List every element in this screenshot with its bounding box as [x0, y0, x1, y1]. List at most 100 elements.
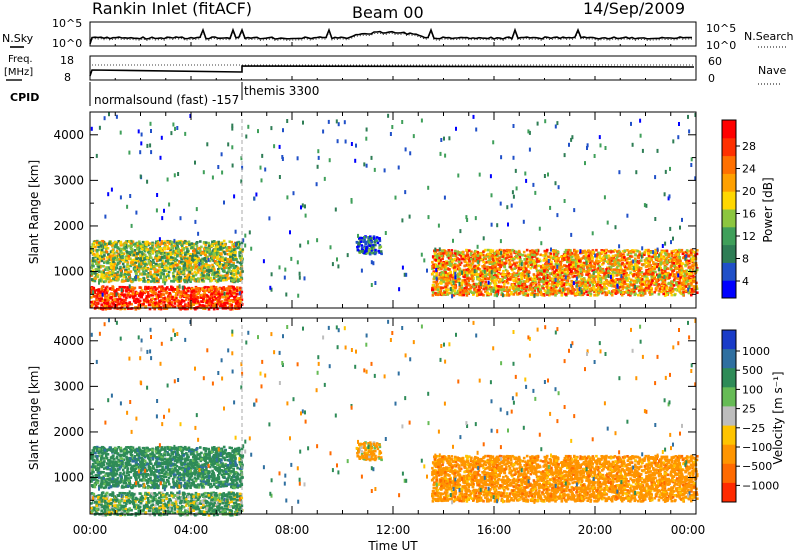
power-echo-cell — [114, 240, 117, 244]
power-echo-cell — [128, 301, 132, 304]
nsearch-trace — [89, 30, 693, 46]
power-echo-cell — [374, 248, 377, 252]
power-echo-cell — [600, 252, 603, 255]
power-echo-cell — [194, 278, 198, 281]
power-echo-cell — [216, 252, 220, 256]
power-echo-cell — [549, 287, 553, 290]
power-echo-cell — [206, 272, 209, 276]
power-echo-cell — [194, 290, 198, 293]
power-echo-cell — [213, 249, 217, 253]
power-echo-cell — [183, 257, 187, 261]
power-echo-cell — [535, 274, 539, 278]
power-echo-cell — [156, 251, 159, 255]
power-echo-cell — [468, 249, 471, 252]
power-echo-cell — [235, 277, 238, 280]
power-echo-cell — [364, 240, 368, 244]
power-echo-cell — [153, 302, 157, 305]
power-echo-cell — [196, 271, 200, 274]
power-echo-cell — [90, 266, 94, 269]
power-echo-cell — [183, 241, 186, 245]
power-echo-cell — [668, 276, 671, 279]
power-echo-cell — [563, 258, 566, 262]
power-echo-cell — [554, 291, 557, 295]
power-echo-cell — [515, 273, 519, 277]
power-echo-cell — [216, 270, 219, 274]
power-echo-cell — [149, 255, 152, 258]
power-echo-cell — [133, 249, 137, 252]
power-echo-cell — [492, 286, 496, 290]
power-echo-cell — [226, 289, 229, 292]
power-echo-cell — [168, 262, 172, 266]
power-echo-cell — [481, 272, 484, 276]
power-echo-cell — [196, 277, 200, 280]
power-echo-cell — [135, 259, 138, 262]
power-echo-cell — [199, 249, 202, 252]
power-echo-cell — [579, 263, 583, 267]
power-echo-cell — [182, 267, 186, 270]
power-echo-cell — [370, 249, 373, 253]
power-echo-cell — [138, 272, 142, 276]
power-echo-cell — [157, 245, 160, 248]
power-echo-cell — [211, 256, 215, 259]
power-echo-cell — [490, 250, 493, 253]
power-echo-cell — [364, 252, 368, 255]
power-echo-cell — [100, 248, 104, 252]
power-echo-cell — [150, 280, 153, 283]
power-echo-cell — [225, 278, 228, 281]
power-echo-cell — [521, 275, 524, 279]
power-echo-cell — [201, 300, 205, 304]
power-echo-cell — [162, 242, 166, 245]
power-echo-cell — [601, 263, 604, 266]
power-echo-cell — [171, 286, 175, 290]
power-echo-cell — [496, 291, 500, 294]
power-echo-cell — [190, 289, 193, 292]
power-echo-cell — [180, 301, 183, 304]
power-echo-cell — [215, 288, 218, 291]
power-echo-cell — [186, 257, 189, 261]
power-echo-cell — [205, 263, 208, 266]
power-echo-cell — [537, 260, 540, 263]
power-echo-cell — [146, 300, 149, 304]
power-echo-cell — [677, 286, 680, 290]
power-echo-cell — [93, 252, 96, 256]
power-echo-cell — [371, 245, 374, 249]
power-echo-cell — [571, 275, 574, 279]
power-echo-cell — [232, 248, 236, 252]
power-echo-cell — [233, 291, 236, 294]
power-echo-cell — [213, 287, 217, 291]
power-echo-cell — [671, 274, 675, 278]
power-echo-cell — [231, 285, 235, 289]
power-echo-cell — [620, 292, 623, 296]
power-echo-cell — [370, 240, 373, 244]
power-echo-cell — [587, 278, 590, 281]
power-echo-cell — [524, 287, 527, 291]
power-echo-cell — [612, 250, 615, 253]
power-echo-cell — [571, 280, 574, 284]
power-echo-cell — [136, 252, 140, 255]
power-echo-cell — [601, 267, 605, 271]
power-echo-cell — [190, 242, 194, 245]
power-echo-cell — [160, 240, 164, 243]
power-echo-cell — [228, 248, 232, 251]
power-echo-cell — [450, 252, 454, 255]
power-echo-cell — [191, 300, 195, 303]
power-echo-cell — [131, 278, 135, 281]
power-echo-cell — [221, 295, 225, 299]
power-echo-cell — [103, 261, 106, 264]
power-echo-cell — [132, 299, 136, 303]
power-echo-cell — [571, 252, 574, 255]
power-echo-cell — [234, 256, 238, 260]
power-echo-cell — [170, 285, 173, 289]
power-echo-cell — [647, 248, 650, 252]
power-echo-cell — [142, 272, 146, 276]
power-echo-cell — [484, 271, 488, 275]
power-echo-cell — [542, 287, 545, 290]
power-echo-cell — [148, 253, 152, 257]
power-echo-cell — [229, 249, 233, 253]
power-echo-cell — [239, 278, 243, 282]
power-echo-cell — [162, 289, 165, 293]
power-echo-cell — [186, 294, 189, 298]
power-echo-cell — [220, 267, 224, 271]
power-echo-cell — [149, 263, 152, 267]
power-echo-cell — [608, 291, 611, 295]
